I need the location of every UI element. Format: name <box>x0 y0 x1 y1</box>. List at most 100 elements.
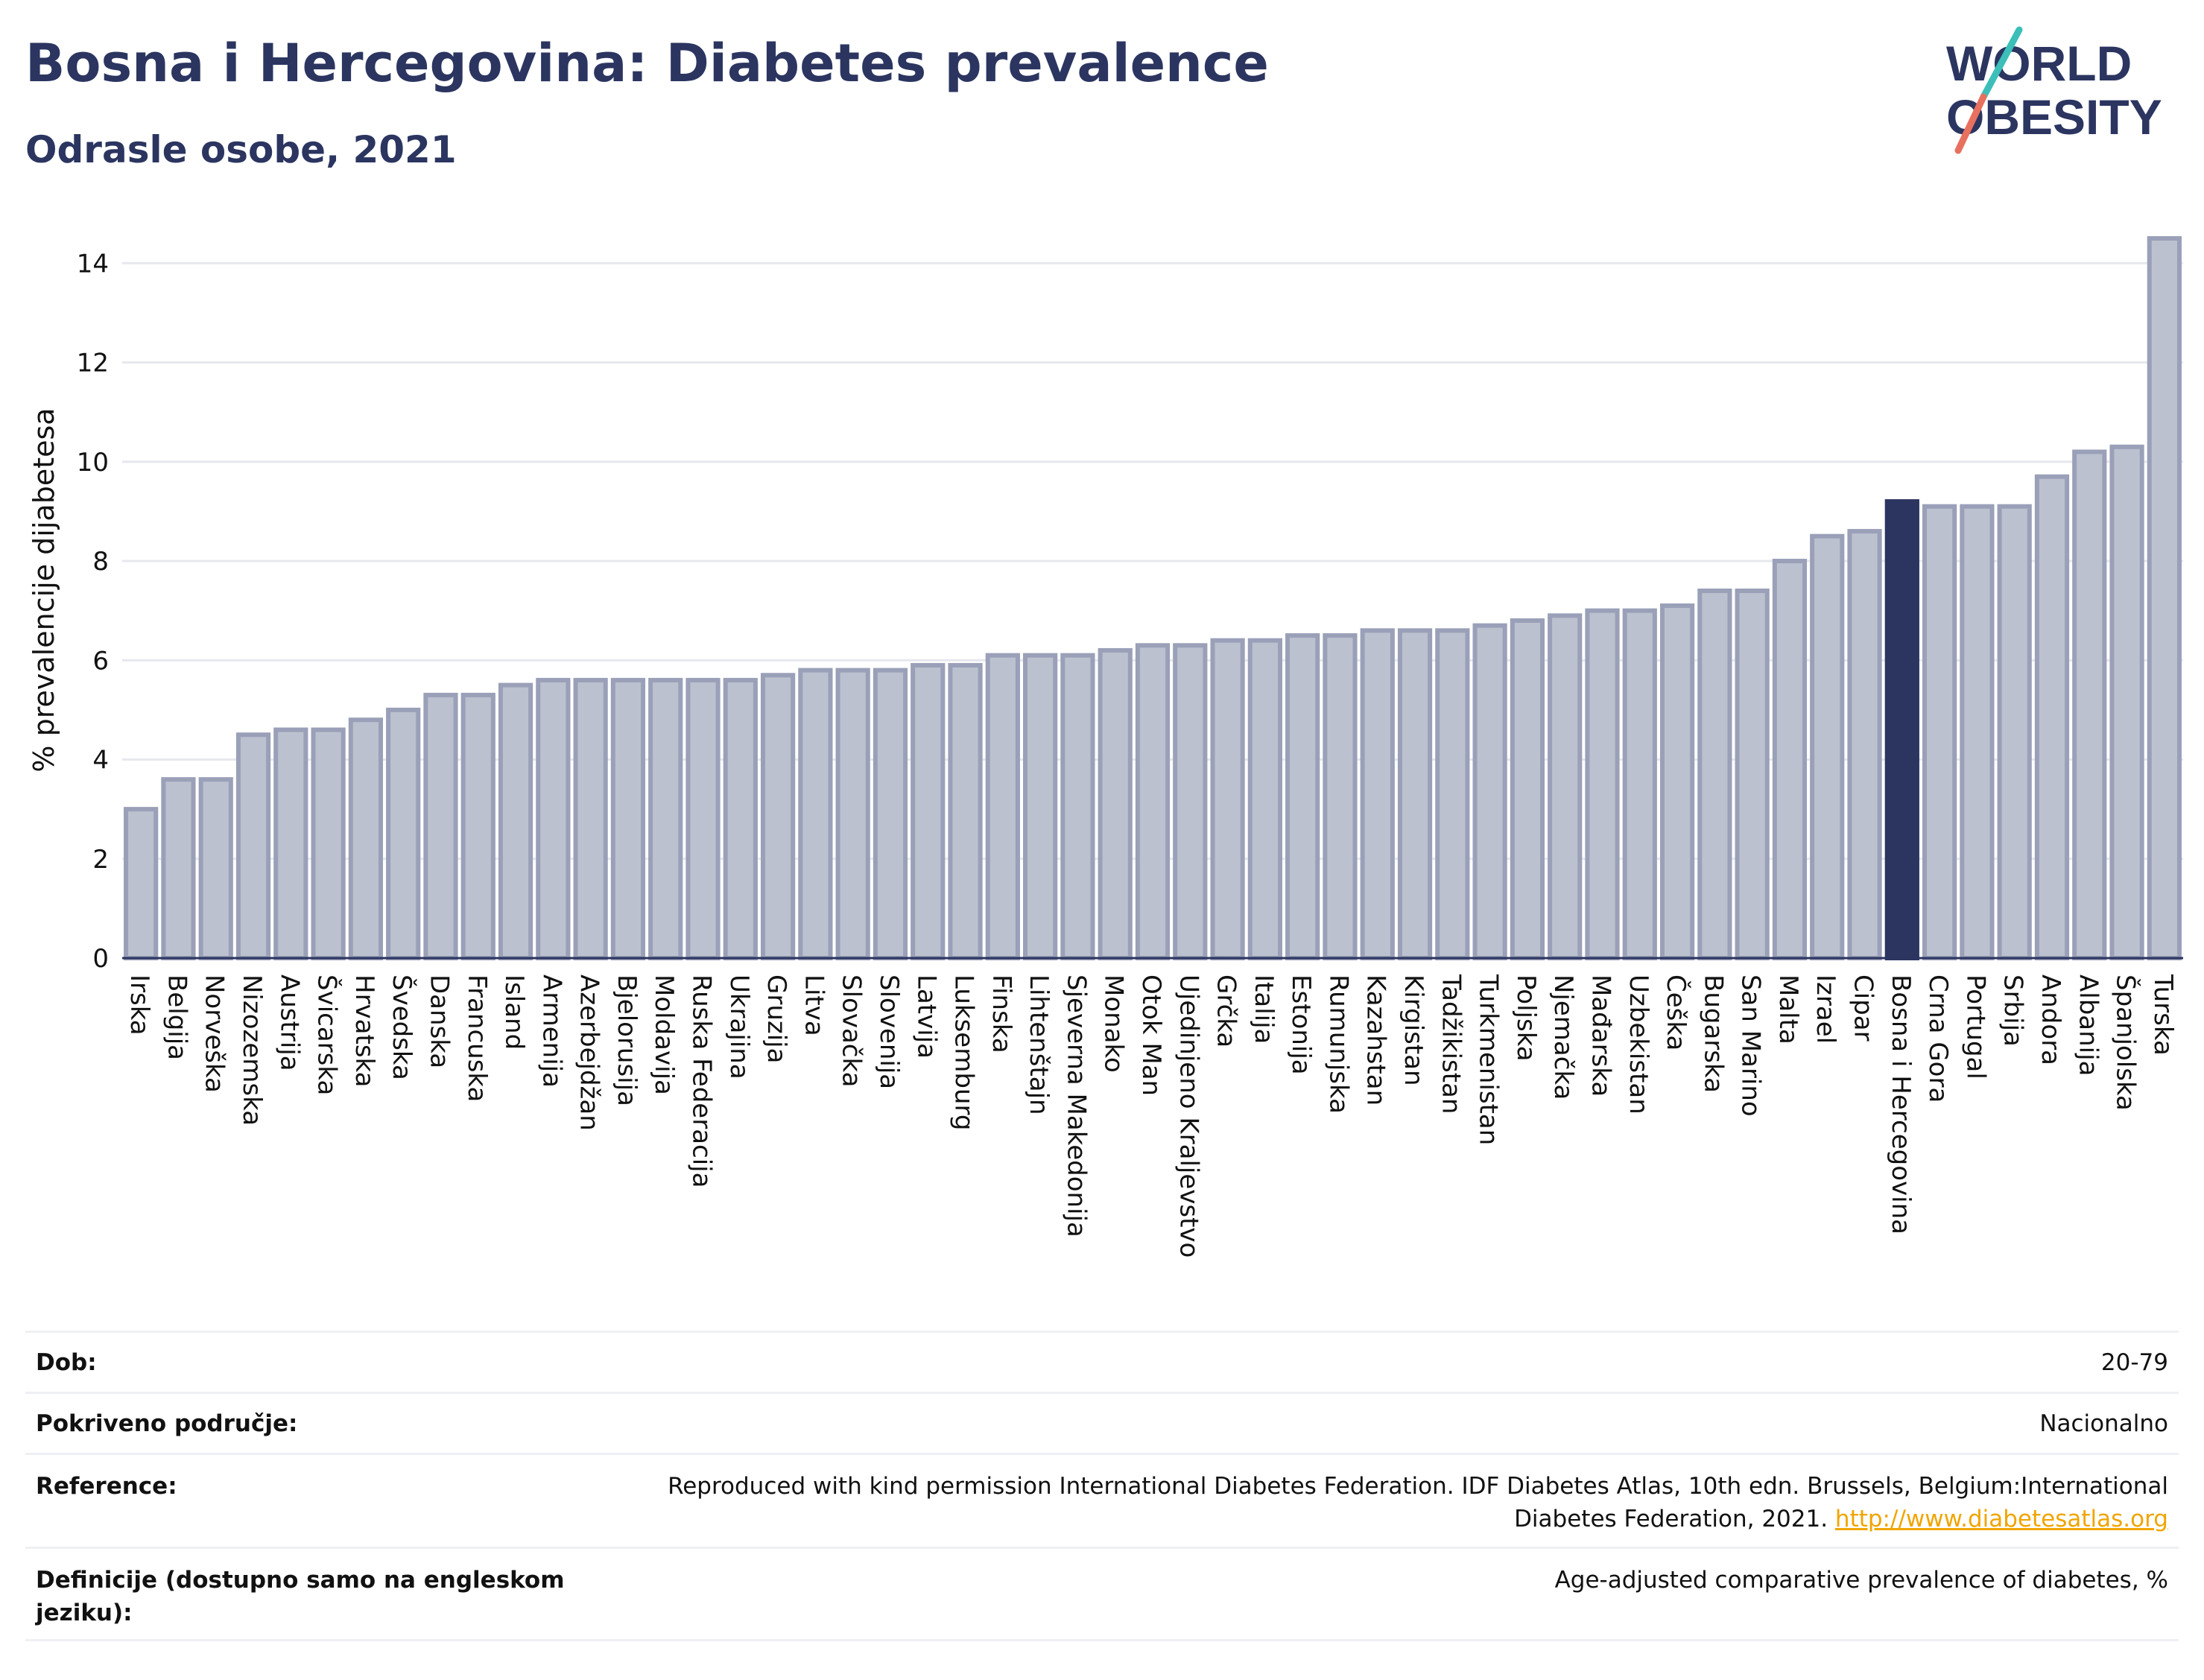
bar[interactable] <box>1435 628 1470 960</box>
bar[interactable] <box>1285 633 1320 960</box>
bar[interactable] <box>685 677 721 961</box>
bar[interactable] <box>1585 608 1620 960</box>
bar[interactable] <box>1735 589 1770 960</box>
bar[interactable] <box>760 673 796 961</box>
bar[interactable] <box>460 692 495 960</box>
bar[interactable] <box>1023 653 1058 960</box>
bar[interactable] <box>911 662 946 960</box>
bar[interactable] <box>948 662 983 960</box>
bar[interactable] <box>723 677 758 961</box>
x-tick-label: Island <box>499 974 529 1050</box>
bar[interactable] <box>498 682 533 960</box>
bar[interactable] <box>2034 474 2070 960</box>
bar[interactable] <box>1922 504 1957 960</box>
x-tick-label: Cipar <box>1849 974 1878 1042</box>
x-tick-label: Armenija <box>536 974 566 1088</box>
bar[interactable] <box>1847 529 1882 960</box>
bar[interactable] <box>1060 653 1095 960</box>
bar[interactable] <box>873 668 908 960</box>
info-row-dob: Dob: 20-79 <box>25 1331 2179 1392</box>
x-tick-label: Grčka <box>1212 974 1241 1047</box>
bar[interactable] <box>1323 633 1358 960</box>
x-tick-label: Italija <box>1249 974 1279 1044</box>
bar[interactable] <box>1697 589 1732 960</box>
bar[interactable] <box>985 653 1020 960</box>
x-tick-label: Austrija <box>274 974 304 1071</box>
bar[interactable] <box>348 717 384 960</box>
x-tick-label: Albanija <box>2073 974 2103 1076</box>
x-tick-label: Monako <box>1099 974 1129 1073</box>
x-tick-label: Švedska <box>387 974 417 1080</box>
x-tick-label: Andora <box>2036 974 2065 1065</box>
x-tick-label: Finska <box>987 974 1016 1053</box>
info-label-reference: Reference: <box>36 1473 177 1500</box>
bar[interactable] <box>1548 613 1583 960</box>
x-tick-label: Slovačka <box>837 974 867 1087</box>
x-tick-label: Nizozemska <box>237 974 267 1126</box>
bars <box>124 235 2182 961</box>
x-tick-label: Crna Gora <box>1923 974 1953 1103</box>
y-tick-labels: 0 2 4 6 8 10 12 14 <box>77 249 109 974</box>
x-tick-label: Otok Man <box>1136 974 1166 1096</box>
bar[interactable] <box>1997 504 2032 960</box>
bar[interactable] <box>1135 643 1171 961</box>
bar[interactable] <box>610 677 646 961</box>
bar[interactable] <box>1510 618 1545 960</box>
x-tick-label: Poljska <box>1511 974 1541 1062</box>
bar[interactable] <box>2109 444 2144 960</box>
bar[interactable] <box>1247 638 1282 961</box>
bar[interactable] <box>161 777 196 960</box>
bar[interactable] <box>1098 647 1133 960</box>
reference-text: Reproduced with kind permission Internat… <box>668 1473 2168 1532</box>
bar[interactable] <box>311 727 346 960</box>
info-row-definition: Definicije (dostupno samo na engleskom j… <box>25 1547 2179 1641</box>
x-tick-label: Turkmenistan <box>1474 974 1504 1145</box>
bar[interactable] <box>2072 449 2107 960</box>
x-tick-label: Irska <box>124 974 154 1036</box>
bar[interactable] <box>1810 533 1845 960</box>
bar[interactable] <box>423 692 458 960</box>
bar[interactable] <box>1360 628 1395 960</box>
bar[interactable] <box>835 668 870 960</box>
bar[interactable] <box>536 677 571 961</box>
info-value-reference: Reproduced with kind permission Internat… <box>604 1470 2168 1535</box>
bar[interactable] <box>124 807 159 960</box>
x-tick-label: Litva <box>799 974 829 1036</box>
x-tick-label: Lihtenštajn <box>1024 974 1054 1115</box>
bar[interactable] <box>1210 638 1245 961</box>
bar[interactable] <box>1397 628 1433 960</box>
x-tick-label: Belgija <box>162 974 191 1060</box>
reference-link[interactable]: http://www.diabetesatlas.org <box>1834 1506 2168 1532</box>
x-tick-label: Ukrajina <box>724 974 754 1080</box>
y-axis-label: % prevalencije dijabetesa <box>28 408 60 772</box>
bar[interactable] <box>648 677 683 961</box>
bar[interactable] <box>273 727 308 960</box>
y-tick-label: 6 <box>92 646 109 676</box>
bar[interactable] <box>198 777 233 960</box>
bar-chart: 0 2 4 6 8 10 12 14 Irska Belgija Norveška Nizozems… <box>28 235 2183 1258</box>
bar[interactable] <box>1884 499 1919 960</box>
bar[interactable] <box>386 707 421 960</box>
chart-subtitle: Odrasle osobe, 2021 <box>25 128 457 171</box>
bar[interactable] <box>2147 235 2182 960</box>
x-tick-label: Mađarska <box>1586 974 1615 1097</box>
bar[interactable] <box>1173 643 1208 961</box>
bar[interactable] <box>573 677 608 961</box>
bar[interactable] <box>1472 623 1507 960</box>
y-tick-label: 0 <box>92 944 109 974</box>
x-tick-label: Njemačka <box>1548 974 1578 1100</box>
x-tick-label: Češka <box>1661 974 1691 1050</box>
bar[interactable] <box>1659 603 1695 961</box>
x-tick-label: Turska <box>2148 974 2178 1056</box>
x-tick-label: Rumunjska <box>1323 974 1353 1114</box>
x-tick-label: Slovenija <box>874 974 904 1089</box>
bar[interactable] <box>798 668 833 960</box>
y-tick-label: 14 <box>77 249 109 279</box>
x-tick-label: Bjelorusija <box>612 974 642 1106</box>
x-tick-label: Bugarska <box>1698 974 1728 1093</box>
bar[interactable] <box>1960 504 1995 960</box>
bar[interactable] <box>1772 559 1808 960</box>
bar[interactable] <box>235 732 271 960</box>
bar[interactable] <box>1622 608 1657 960</box>
x-tick-label: Tadžikistan <box>1436 974 1466 1114</box>
